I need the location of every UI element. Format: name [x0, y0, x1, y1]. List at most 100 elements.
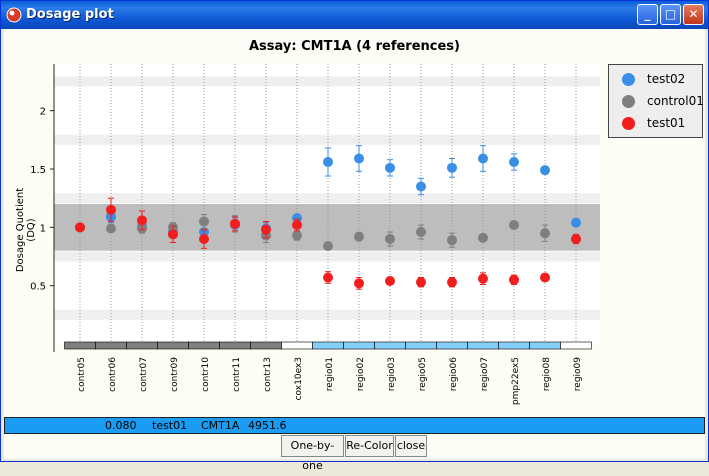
category-group-cell — [374, 341, 406, 350]
data-point-test01 — [199, 234, 209, 244]
data-point-test02 — [478, 153, 488, 164]
x-tick-label: regio05 — [418, 357, 428, 391]
status-value: 0.080 — [105, 419, 137, 432]
x-tick-label: regio01 — [325, 357, 335, 391]
data-point-test01 — [292, 220, 302, 230]
data-point-test01 — [137, 215, 147, 226]
data-point-test02 — [416, 181, 426, 192]
data-point-test01 — [509, 274, 519, 285]
data-point-control01 — [540, 228, 550, 239]
category-group-cell — [157, 341, 189, 350]
grid-stripe — [54, 134, 600, 145]
close-window-button[interactable]: ✕ — [683, 4, 704, 25]
y-tick-label: 1 — [40, 223, 46, 234]
category-group-cell — [498, 341, 530, 350]
data-point-test01 — [385, 276, 395, 286]
category-group-cell — [64, 341, 96, 350]
x-tick-label: contr05 — [77, 357, 87, 392]
data-point-test02 — [540, 165, 550, 176]
grid-stripe — [54, 193, 600, 204]
category-group-cell — [529, 341, 561, 350]
x-tick-label: contr11 — [232, 357, 242, 392]
category-group-cell — [312, 341, 344, 350]
dosage-chart: 0.5 1 1.5 2 contr05 contr06 contr07 contr09 cont… — [30, 64, 600, 405]
category-group-cell — [343, 341, 375, 350]
category-group-cell — [188, 341, 220, 350]
x-tick-label: cox10ex3 — [294, 357, 304, 400]
x-tick-label: contr07 — [139, 357, 149, 392]
window-title: Dosage plot — [26, 7, 114, 22]
data-point-test01 — [540, 272, 550, 283]
legend-label: test02 — [647, 72, 686, 86]
plot-area: Assay: CMT1A (4 references) Dosage Quoti… — [4, 29, 705, 459]
app-icon — [6, 7, 22, 23]
data-point-test01 — [478, 273, 488, 284]
data-point-control01 — [106, 223, 116, 234]
data-point-control01 — [416, 227, 426, 237]
x-tick-label: contr13 — [263, 357, 273, 392]
data-point-test01 — [323, 272, 333, 283]
one-by-one-button[interactable]: One-by-one — [281, 435, 344, 472]
data-point-test01 — [447, 277, 457, 288]
x-tick-label: regio09 — [573, 357, 583, 391]
status-assay: CMT1A — [201, 419, 240, 432]
data-point-test02 — [447, 162, 457, 173]
legend-marker-test01 — [622, 117, 635, 130]
x-tick-label: regio02 — [356, 357, 366, 391]
data-point-control01 — [509, 220, 519, 230]
data-point-control01 — [385, 234, 395, 244]
data-point-control01 — [199, 216, 209, 227]
maximize-button[interactable]: □ — [660, 4, 681, 25]
x-tick-label: contr09 — [170, 357, 180, 392]
status-sample: test01 — [152, 419, 188, 432]
category-group-cell — [219, 341, 251, 350]
category-group-cell — [560, 341, 592, 350]
grid-stripe — [54, 309, 600, 320]
recolor-button[interactable]: Re-Color — [345, 435, 394, 457]
y-tick-label: 2 — [40, 107, 46, 118]
x-tick-label: regio08 — [542, 357, 552, 391]
category-group-cell — [250, 341, 282, 350]
data-point-test02 — [323, 157, 333, 167]
x-tick-label: regio03 — [387, 357, 397, 391]
data-point-test02 — [571, 217, 581, 228]
legend-item-test02: test02 — [617, 70, 707, 90]
legend-marker-control01 — [622, 95, 635, 108]
data-point-control01 — [354, 231, 364, 242]
status-bar: 0.080 test01 CMT1A 4951.6 — [4, 417, 705, 434]
category-group-cell — [405, 341, 437, 350]
data-point-test01 — [354, 278, 364, 289]
data-point-control01 — [447, 235, 457, 246]
data-point-test02 — [385, 162, 395, 173]
x-tick-label: regio06 — [449, 357, 459, 391]
y-tick-label: 1.5 — [30, 165, 46, 176]
category-group-cell — [281, 341, 313, 350]
data-point-control01 — [292, 230, 302, 241]
data-point-test01 — [106, 204, 116, 215]
data-point-control01 — [323, 241, 333, 251]
category-group-cell — [95, 341, 127, 350]
legend-item-test01: test01 — [617, 114, 707, 134]
data-point-test02 — [354, 153, 364, 164]
data-point-test01 — [261, 224, 271, 235]
status-number: 4951.6 — [248, 419, 287, 432]
title-bar[interactable]: Dosage plot _ □ ✕ — [1, 1, 708, 29]
data-point-control01 — [478, 232, 488, 243]
minimize-button[interactable]: _ — [637, 4, 658, 25]
data-point-test01 — [230, 218, 240, 229]
data-point-test02 — [292, 213, 302, 223]
category-group-cell — [126, 341, 158, 350]
legend: test02 control01 test01 — [608, 64, 704, 138]
legend-label: test01 — [647, 116, 686, 130]
x-tick-label: regio07 — [480, 357, 490, 391]
data-point-test02 — [509, 157, 519, 167]
data-point-test01 — [168, 229, 178, 240]
data-point-test01 — [571, 234, 581, 244]
legend-label: control01 — [647, 94, 704, 108]
x-tick-label: contr06 — [108, 357, 118, 392]
close-button[interactable]: close — [395, 435, 427, 457]
grid-stripe — [54, 251, 600, 262]
chart-title: Assay: CMT1A (4 references) — [249, 39, 460, 54]
y-tick-label: 0.5 — [30, 282, 46, 293]
